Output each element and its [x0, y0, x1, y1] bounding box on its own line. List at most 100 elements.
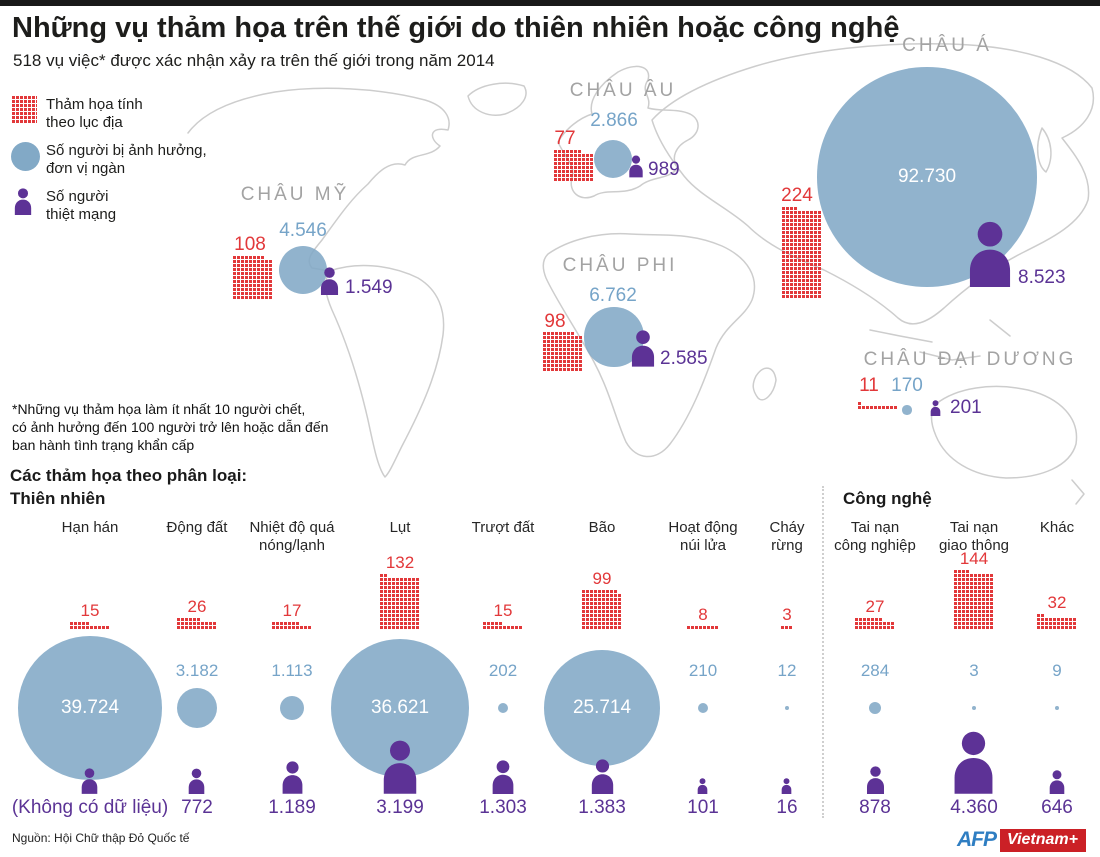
circle-icon — [11, 142, 40, 171]
region-disasters-waffle-america — [233, 256, 272, 299]
region-disasters-europe: 77 — [554, 128, 576, 149]
category-deaths-person-col8 — [780, 778, 793, 794]
category-deaths-person-col11 — [1047, 770, 1067, 794]
region-affected-circle-asia — [817, 67, 1037, 287]
legend-label-deaths: Số người thiệt mạng — [46, 188, 117, 223]
category-deaths-person-col3 — [279, 761, 306, 794]
source-credit: Nguồn: Hội Chữ thập Đỏ Quốc tế — [12, 831, 190, 845]
region-name-america: CHÂU MỸ — [240, 184, 350, 205]
category-affected-value-col8: 12 — [777, 661, 797, 680]
brand-logo: AFP Vietnam+ — [957, 828, 1086, 852]
category-deaths-value-col8: 16 — [776, 797, 798, 818]
tech-divider-line — [822, 486, 824, 818]
category-deaths-value-col6: 1.383 — [578, 797, 626, 818]
legend-item-deaths: Số người thiệt mạng — [12, 188, 207, 224]
person-icon — [12, 188, 34, 220]
category-affected-value-col3: 1.113 — [271, 661, 313, 680]
region-deaths-value-america: 1.549 — [345, 277, 393, 298]
category-disasters-col6: 99 — [592, 569, 612, 588]
region-deaths-value-europe: 989 — [648, 159, 680, 180]
category-label-col11: Khác — [1039, 519, 1075, 536]
category-label-col8: Cháy rừng — [769, 519, 805, 554]
region-disasters-waffle-europe — [554, 150, 593, 181]
region-deaths-person-africa — [628, 330, 658, 367]
category-affected-circle-col5 — [497, 702, 509, 714]
region-affected-value-asia: 92.730 — [897, 166, 957, 187]
category-label-col5: Trượt đất — [471, 519, 535, 536]
category-deaths-value-col2: 772 — [181, 797, 213, 818]
category-affected-circle-col10 — [972, 706, 976, 710]
category-disasters-waffle-col2 — [177, 618, 216, 629]
category-affected-value-col9: 284 — [860, 661, 890, 680]
category-deaths-person-col2 — [186, 768, 207, 794]
region-affected-value-europe: 2.866 — [590, 110, 638, 131]
region-disasters-america: 108 — [234, 234, 266, 255]
world-map — [187, 42, 1095, 505]
map-madagascar — [752, 367, 777, 401]
category-disasters-col7: 8 — [698, 605, 708, 624]
category-disasters-col3: 17 — [282, 601, 302, 620]
footnote: *Những vụ thảm họa làm ít nhất 10 người … — [12, 401, 329, 453]
afp-logo: AFP — [957, 828, 997, 851]
category-disasters-waffle-col11 — [1037, 614, 1076, 629]
group-label-tech: Công nghệ — [843, 489, 932, 508]
category-affected-circle-col9 — [868, 701, 882, 715]
category-deaths-person-col6 — [588, 759, 617, 794]
region-name-africa: CHÂU PHI — [562, 255, 678, 276]
map-se-asia-islands — [869, 319, 1011, 361]
map-new-zealand — [1071, 479, 1085, 505]
category-affected-circle-col8 — [785, 706, 789, 710]
category-disasters-col10: 144 — [959, 549, 989, 568]
category-deaths-value-col3: 1.189 — [268, 797, 316, 818]
region-disasters-waffle-asia — [782, 207, 821, 298]
category-disasters-waffle-col4 — [380, 574, 419, 629]
region-deaths-person-asia — [963, 221, 1017, 287]
map-north-america — [187, 87, 450, 272]
map-europe — [557, 65, 699, 199]
region-disasters-africa: 98 — [544, 311, 566, 332]
category-disasters-waffle-col10 — [954, 570, 993, 629]
legend-item-disasters: Thảm họa tính theo lục địa — [12, 96, 207, 132]
category-label-col9: Tai nạn công nghiệp — [834, 519, 916, 554]
category-disasters-waffle-col7 — [687, 626, 718, 629]
category-disasters-col4: 132 — [385, 553, 415, 572]
map-asia — [651, 42, 1095, 325]
category-affected-circle-col11 — [1055, 706, 1059, 710]
category-label-col10: Tai nạn giao thông — [938, 519, 1010, 554]
category-deaths-value-col1: (Không có dữ liệu) — [11, 797, 169, 818]
category-deaths-value-col4: 3.199 — [376, 797, 424, 818]
category-label-col3: Nhiệt độ quá nóng/lạnh — [249, 519, 335, 554]
category-affected-circle-col3 — [279, 695, 304, 720]
region-affected-circle-america — [278, 245, 328, 295]
region-name-oceania: CHÂU ĐẠI DƯƠNG — [863, 349, 1077, 370]
category-affected-value-col5: 202 — [488, 661, 518, 680]
region-affected-circle-oceania — [902, 405, 912, 415]
category-affected-circle-col7 — [697, 702, 709, 714]
category-deaths-value-col11: 646 — [1041, 797, 1073, 818]
map-australia — [930, 385, 1078, 479]
legend-label-disasters: Thảm họa tính theo lục địa — [46, 96, 143, 131]
category-disasters-col5: 15 — [493, 601, 513, 620]
region-deaths-person-america — [318, 267, 341, 295]
category-affected-value-col10: 3 — [969, 661, 979, 680]
region-name-europe: CHÂU ÂU — [569, 80, 677, 101]
category-label-col7: Hoạt động núi lửa — [668, 519, 738, 554]
region-affected-value-america: 4.546 — [279, 220, 327, 241]
category-disasters-waffle-col1 — [70, 622, 109, 629]
region-disasters-waffle-oceania — [858, 402, 897, 409]
region-affected-value-africa: 6.762 — [589, 285, 637, 306]
region-deaths-person-europe — [627, 155, 645, 178]
region-deaths-person-oceania — [929, 400, 942, 416]
category-affected-value-col1: 39.724 — [60, 697, 120, 718]
category-label-col4: Lụt — [389, 519, 411, 536]
region-deaths-value-asia: 8.523 — [1018, 267, 1066, 288]
category-affected-value-col4: 36.621 — [370, 697, 430, 718]
category-label-col2: Động đất — [166, 519, 228, 536]
map-africa — [542, 232, 756, 458]
category-affected-circle-col1 — [18, 636, 162, 780]
region-affected-value-oceania: 170 — [891, 375, 923, 396]
category-disasters-col1: 15 — [80, 601, 100, 620]
map-south-america — [324, 264, 445, 478]
category-affected-value-col11: 9 — [1052, 661, 1062, 680]
